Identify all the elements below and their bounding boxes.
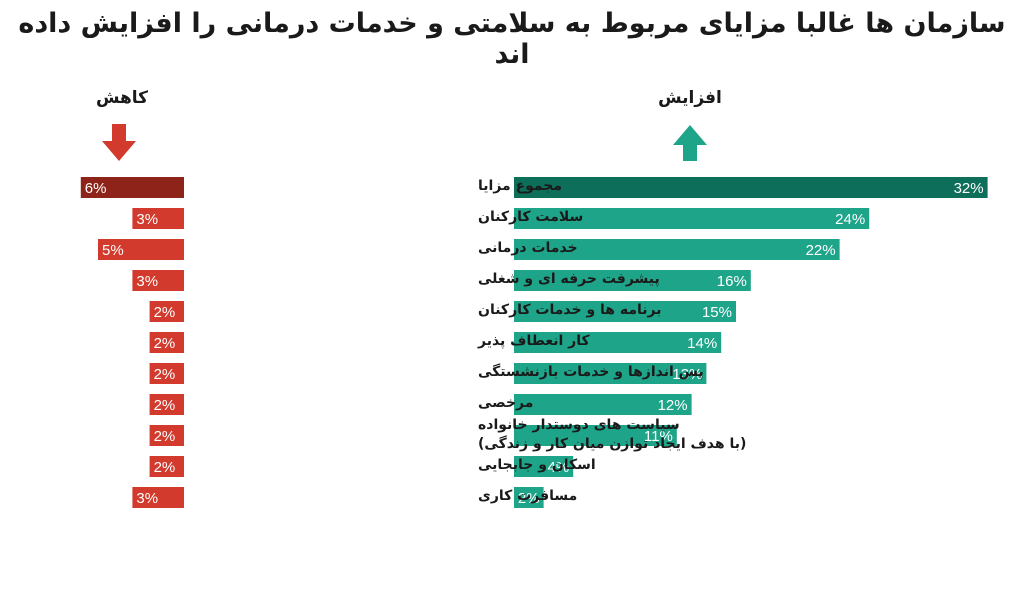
increase-bar [514, 456, 574, 477]
decrease-value-label: 2% [154, 428, 176, 445]
decrease-bar [149, 425, 184, 446]
decrease-bar [132, 270, 184, 291]
increase-value-label: 4% [548, 459, 570, 476]
increase-value-label: 2% [518, 490, 540, 507]
increase-bar [514, 270, 751, 291]
category-label: مجموع مزایا [478, 178, 562, 194]
increase-value-label: 16% [717, 273, 747, 290]
increase-bar [514, 208, 870, 229]
decrease-value-label: 5% [102, 242, 124, 259]
increase-bar [514, 487, 544, 508]
decrease-bar [149, 394, 184, 415]
decrease-bar [149, 456, 184, 477]
category-label: اسکان و جابجایی [478, 457, 596, 473]
arrow-down-icon [102, 124, 136, 161]
decrease-value-label: 2% [154, 304, 176, 321]
decrease-value-label: 2% [154, 397, 176, 414]
decrease-bar [149, 363, 184, 384]
increase-bar [514, 332, 722, 353]
increase-value-label: 32% [954, 180, 984, 197]
decrease-value-label: 3% [136, 273, 158, 290]
decrease-value-label: 3% [136, 211, 158, 228]
arrow-up-icon [673, 125, 707, 161]
increase-bar [514, 301, 736, 322]
category-label: پیشرفت حرفه ای و شغلی [478, 271, 660, 287]
decrease-value-label: 6% [85, 180, 107, 197]
increase-bar [514, 239, 840, 260]
increase-value-label: 24% [835, 211, 865, 228]
category-label: مسافرت کاری [478, 488, 577, 504]
decrease-bar [132, 208, 184, 229]
category-label: سیاست های دوستدار خانواده [478, 417, 680, 433]
category-label: کار انعطاف پذیر [477, 333, 590, 349]
decrease-value-label: 2% [154, 459, 176, 476]
increase-value-label: 15% [702, 304, 732, 321]
category-label: خدمات درمانی [478, 240, 578, 256]
decrease-value-label: 2% [154, 335, 176, 352]
increase-value-label: 12% [658, 397, 688, 414]
increase-bar [514, 363, 707, 384]
category-label: برنامه ها و خدمات کارکنان [478, 302, 662, 318]
decrease-header: کاهش [95, 88, 149, 108]
increase-value-label: 11% [644, 428, 673, 445]
category-label: سلامت کارکنان [478, 209, 583, 225]
decrease-bar [98, 239, 184, 260]
increase-bar [514, 425, 677, 446]
increase-header: افزایش [658, 88, 722, 108]
increase-value-label: 22% [806, 242, 836, 259]
category-label: مرخصی [478, 395, 533, 411]
increase-value-label: 13% [672, 366, 702, 383]
chart-title: سازمان ها غالبا مزایای مربوط به سلامتی و… [18, 8, 1006, 70]
decrease-bar [149, 301, 184, 322]
decrease-value-label: 3% [136, 490, 158, 507]
decrease-bar [80, 177, 184, 198]
increase-value-label: 14% [687, 335, 717, 352]
decrease-value-label: 2% [154, 366, 176, 383]
increase-bar [514, 177, 988, 198]
increase-bar [514, 394, 692, 415]
category-label: (با هدف ایجاد توازن میان کار و زندگی) [478, 435, 746, 452]
decrease-bar [132, 487, 184, 508]
category-label: پس اندازها و خدمات بازنشستگی [478, 363, 704, 380]
decrease-bar [149, 332, 184, 353]
